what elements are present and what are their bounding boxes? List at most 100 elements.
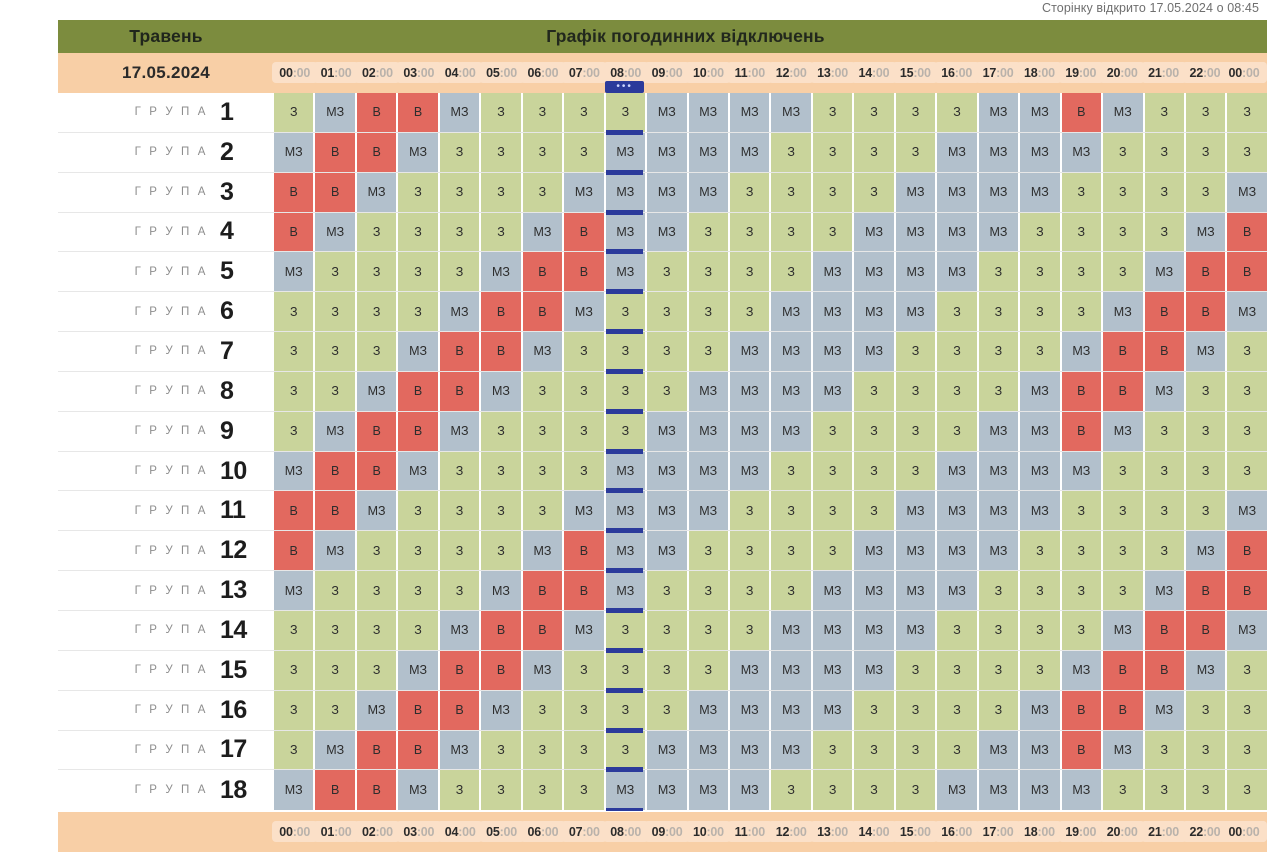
cell-g8-h4-v[interactable]: В xyxy=(439,371,482,411)
cell-g14-h3-z[interactable]: З xyxy=(398,610,440,650)
group-label-5[interactable]: Г Р У П А 5 xyxy=(58,252,274,292)
cell-g11-h4-z[interactable]: З xyxy=(439,491,482,531)
cell-g3-h3-z[interactable]: З xyxy=(398,172,440,212)
cell-g6-h11-z[interactable]: З xyxy=(729,292,772,332)
cell-g12-h16-mz[interactable]: МЗ xyxy=(937,531,979,571)
cell-g4-h12-z[interactable]: З xyxy=(771,212,813,252)
cell-g13-h14-mz[interactable]: МЗ xyxy=(854,571,896,610)
cell-g11-h17-mz[interactable]: МЗ xyxy=(978,491,1021,531)
cell-g5-h19-z[interactable]: З xyxy=(1061,252,1104,292)
cell-g11-h3-z[interactable]: З xyxy=(398,491,440,531)
cell-g1-h2-v[interactable]: В xyxy=(356,93,399,132)
cell-g9-h15-z[interactable]: З xyxy=(895,411,938,451)
cell-g4-h3-z[interactable]: З xyxy=(398,212,440,252)
cell-g7-h5-v[interactable]: В xyxy=(481,332,523,371)
cell-g16-h21-mz[interactable]: МЗ xyxy=(1144,690,1186,730)
cell-g5-h17-z[interactable]: З xyxy=(978,252,1021,292)
cell-g10-h14-z[interactable]: З xyxy=(854,451,896,491)
cell-g18-h21-z[interactable]: З xyxy=(1144,770,1186,811)
cell-g13-h22-v[interactable]: В xyxy=(1185,571,1228,610)
cell-g6-h14-mz[interactable]: МЗ xyxy=(854,292,896,332)
cell-g3-h1-v[interactable]: В xyxy=(315,172,357,212)
cell-g1-h23-z[interactable]: З xyxy=(1227,93,1267,132)
cell-g3-h7-mz[interactable]: МЗ xyxy=(564,172,606,212)
cell-g12-h9-mz[interactable]: МЗ xyxy=(647,531,689,571)
cell-g3-h0-v[interactable]: В xyxy=(274,172,316,212)
cell-g13-h7-v[interactable]: В xyxy=(564,571,606,610)
cell-g3-h13-z[interactable]: З xyxy=(812,172,855,212)
cell-g13-h16-mz[interactable]: МЗ xyxy=(937,571,979,610)
cell-g18-h9-mz[interactable]: МЗ xyxy=(647,770,689,811)
cell-g12-h18-z[interactable]: З xyxy=(1020,531,1062,571)
cell-g13-h4-z[interactable]: З xyxy=(439,571,482,610)
cell-g14-h16-z[interactable]: З xyxy=(937,610,979,650)
cell-g8-h10-mz[interactable]: МЗ xyxy=(688,371,730,411)
cell-g7-h9-z[interactable]: З xyxy=(647,332,689,371)
cell-g12-h12-z[interactable]: З xyxy=(771,531,813,571)
cell-g12-h14-mz[interactable]: МЗ xyxy=(854,531,896,571)
cell-g12-h7-v[interactable]: В xyxy=(564,531,606,571)
cell-g3-h10-mz[interactable]: МЗ xyxy=(688,172,730,212)
cell-g8-h8-z[interactable]: З xyxy=(605,370,648,412)
cell-g7-h11-mz[interactable]: МЗ xyxy=(729,332,772,371)
cell-g14-h2-z[interactable]: З xyxy=(356,610,399,650)
cell-g6-h8-z[interactable]: З xyxy=(605,291,648,332)
cell-g4-h7-v[interactable]: В xyxy=(564,212,606,252)
cell-g2-h1-v[interactable]: В xyxy=(315,132,357,172)
cell-g17-h15-z[interactable]: З xyxy=(895,730,938,770)
cell-g4-h17-mz[interactable]: МЗ xyxy=(978,212,1021,252)
cell-g12-h6-mz[interactable]: МЗ xyxy=(522,531,565,571)
cell-g1-h19-v[interactable]: В xyxy=(1061,93,1104,132)
cell-g16-h9-z[interactable]: З xyxy=(647,690,689,730)
cell-g8-h15-z[interactable]: З xyxy=(895,371,938,411)
cell-g12-h8-mz[interactable]: МЗ xyxy=(605,530,648,571)
cell-g10-h7-z[interactable]: З xyxy=(564,451,606,491)
cell-g15-h21-v[interactable]: В xyxy=(1144,650,1186,690)
cell-g15-h15-z[interactable]: З xyxy=(895,650,938,690)
cell-g16-h22-z[interactable]: З xyxy=(1185,690,1228,730)
cell-g14-h21-v[interactable]: В xyxy=(1144,610,1186,650)
cell-g7-h22-mz[interactable]: МЗ xyxy=(1185,332,1228,371)
cell-g13-h18-z[interactable]: З xyxy=(1020,571,1062,610)
cell-g2-h0-mz[interactable]: МЗ xyxy=(274,132,316,172)
cell-g10-h21-z[interactable]: З xyxy=(1144,451,1186,491)
cell-g1-h18-mz[interactable]: МЗ xyxy=(1020,93,1062,132)
cell-g13-h11-z[interactable]: З xyxy=(729,571,772,610)
cell-g6-h23-mz[interactable]: МЗ xyxy=(1227,292,1267,332)
group-label-8[interactable]: Г Р У П А 8 xyxy=(58,371,274,411)
cell-g18-h19-mz[interactable]: МЗ xyxy=(1061,770,1104,811)
cell-g2-h15-z[interactable]: З xyxy=(895,132,938,172)
cell-g8-h18-mz[interactable]: МЗ xyxy=(1020,371,1062,411)
cell-g13-h3-z[interactable]: З xyxy=(398,571,440,610)
cell-g12-h10-z[interactable]: З xyxy=(688,531,730,571)
cell-g3-h16-mz[interactable]: МЗ xyxy=(937,172,979,212)
cell-g11-h22-z[interactable]: З xyxy=(1185,491,1228,531)
cell-g5-h11-z[interactable]: З xyxy=(729,252,772,292)
cell-g9-h6-z[interactable]: З xyxy=(522,411,565,451)
cell-g12-h20-z[interactable]: З xyxy=(1103,531,1145,571)
cell-g2-h10-mz[interactable]: МЗ xyxy=(688,132,730,172)
cell-g13-h8-mz[interactable]: МЗ xyxy=(605,570,648,611)
group-label-11[interactable]: Г Р У П А 11 xyxy=(58,491,274,531)
cell-g10-h18-mz[interactable]: МЗ xyxy=(1020,451,1062,491)
cell-g14-h1-z[interactable]: З xyxy=(315,610,357,650)
cell-g18-h5-z[interactable]: З xyxy=(481,770,523,811)
cell-g5-h3-z[interactable]: З xyxy=(398,252,440,292)
cell-g2-h17-mz[interactable]: МЗ xyxy=(978,132,1021,172)
cell-g1-h13-z[interactable]: З xyxy=(812,93,855,132)
cell-g14-h12-mz[interactable]: МЗ xyxy=(771,610,813,650)
cell-g18-h1-v[interactable]: В xyxy=(315,770,357,811)
cell-g4-h10-z[interactable]: З xyxy=(688,212,730,252)
cell-g3-h21-z[interactable]: З xyxy=(1144,172,1186,212)
cell-g7-h14-mz[interactable]: МЗ xyxy=(854,332,896,371)
cell-g9-h12-mz[interactable]: МЗ xyxy=(771,411,813,451)
cell-g15-h0-z[interactable]: З xyxy=(274,650,316,690)
cell-g10-h13-z[interactable]: З xyxy=(812,451,855,491)
cell-g12-h2-z[interactable]: З xyxy=(356,531,399,571)
cell-g6-h6-v[interactable]: В xyxy=(522,292,565,332)
cell-g15-h2-z[interactable]: З xyxy=(356,650,399,690)
cell-g1-h7-z[interactable]: З xyxy=(564,93,606,132)
cell-g14-h18-z[interactable]: З xyxy=(1020,610,1062,650)
cell-g11-h16-mz[interactable]: МЗ xyxy=(937,491,979,531)
cell-g8-h9-z[interactable]: З xyxy=(647,371,689,411)
